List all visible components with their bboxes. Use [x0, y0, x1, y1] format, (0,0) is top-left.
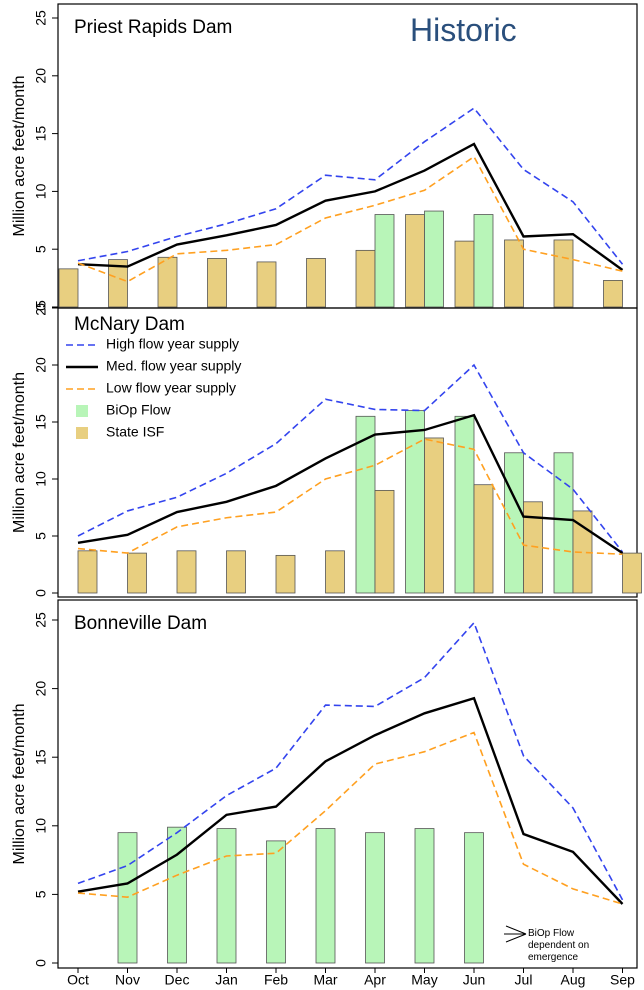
chart-label: Historic	[410, 12, 517, 48]
bar	[454, 240, 475, 308]
y-tick-label: 10	[33, 183, 49, 199]
annotation: BiOp Flow dependent on emergence	[528, 928, 590, 963]
y-axis-label: Million acre feet/month	[11, 76, 28, 237]
bar	[424, 437, 444, 594]
bar	[266, 840, 286, 964]
x-tick-label: Mar	[313, 972, 337, 988]
legend-label: BiOp Flow	[106, 402, 171, 418]
bar	[473, 484, 494, 594]
y-tick-label: 0	[33, 959, 49, 967]
bar	[275, 554, 296, 594]
x-tick-label: Sep	[610, 972, 635, 988]
line	[77, 107, 624, 265]
legend-label: Med. flow year supply	[106, 358, 241, 374]
legend-label: State ISF	[106, 424, 164, 440]
line	[77, 621, 624, 901]
bar	[464, 832, 484, 964]
y-tick-label: 20	[33, 68, 49, 84]
bar	[108, 259, 128, 308]
y-tick-label: 5	[33, 245, 49, 253]
bar	[176, 550, 197, 594]
bar	[207, 258, 227, 308]
plot-frame	[57, 599, 638, 969]
line	[77, 413, 624, 555]
line	[77, 696, 624, 905]
bar	[127, 552, 147, 594]
x-tick-label: Apr	[364, 972, 386, 988]
y-tick-label: 20	[33, 681, 49, 697]
line	[77, 155, 623, 283]
bar	[77, 550, 98, 594]
plot-frame	[57, 3, 638, 309]
bar	[226, 550, 246, 594]
bar	[167, 826, 187, 964]
y-tick-label: 5	[33, 532, 49, 540]
bar	[523, 501, 543, 594]
panel-title: McNary Dam	[74, 314, 185, 335]
x-tick-label: Oct	[67, 972, 89, 988]
x-tick-label: Jun	[463, 972, 486, 988]
y-tick-label: 10	[33, 818, 49, 834]
bar	[58, 268, 79, 308]
panel-title: Bonneville Dam	[74, 613, 207, 634]
bar	[504, 239, 524, 308]
panel-title: Priest Rapids Dam	[74, 17, 232, 38]
bar	[553, 239, 574, 308]
y-tick-label: 20	[33, 357, 49, 373]
bar	[473, 214, 494, 308]
y-tick-label: 5	[33, 890, 49, 898]
y-tick-label: 15	[33, 414, 49, 430]
legend-label: Low flow year supply	[106, 380, 236, 396]
x-tick-label: Nov	[115, 972, 140, 988]
y-tick-label: 15	[33, 749, 49, 765]
bar	[365, 832, 385, 964]
line	[77, 438, 623, 556]
y-tick-label: 15	[33, 126, 49, 142]
bar	[405, 410, 425, 594]
bar	[325, 550, 345, 594]
annotation-arrow	[505, 925, 527, 935]
plot-frame	[57, 307, 638, 598]
line	[77, 142, 624, 271]
line	[77, 363, 624, 553]
x-tick-label: May	[411, 972, 437, 988]
bar	[315, 828, 336, 964]
bar	[414, 828, 435, 964]
bar	[306, 258, 326, 308]
x-tick-label: Jul	[515, 972, 533, 988]
bar	[603, 280, 623, 308]
x-tick-label: Feb	[264, 972, 288, 988]
bar	[405, 214, 425, 308]
x-tick-label: Aug	[561, 972, 586, 988]
y-tick-label: 25	[33, 10, 49, 26]
legend-swatch	[76, 405, 88, 417]
bar	[553, 452, 574, 594]
y-axis-label: Million acre feet/month	[11, 372, 28, 533]
x-tick-label: Dec	[165, 972, 190, 988]
bar	[157, 256, 178, 308]
bar	[454, 415, 475, 594]
bar	[374, 489, 395, 594]
annotation-arrow	[505, 933, 527, 943]
line	[77, 731, 623, 905]
legend-label: High flow year supply	[106, 336, 239, 352]
y-tick-label: 25	[33, 300, 49, 316]
y-tick-label: 25	[33, 612, 49, 628]
bar	[355, 249, 376, 308]
y-tick-label: 10	[33, 471, 49, 487]
y-tick-label: 0	[33, 303, 49, 311]
y-tick-label: 0	[33, 589, 49, 597]
bar	[572, 510, 593, 594]
bar	[504, 452, 524, 594]
bar	[216, 828, 237, 964]
bar	[374, 214, 395, 308]
y-axis-label: Million acre feet/month	[11, 704, 28, 865]
x-tick-label: Jan	[215, 972, 238, 988]
bar	[424, 210, 444, 308]
bar	[256, 261, 277, 308]
legend-swatch	[76, 427, 88, 439]
bar	[622, 552, 642, 594]
